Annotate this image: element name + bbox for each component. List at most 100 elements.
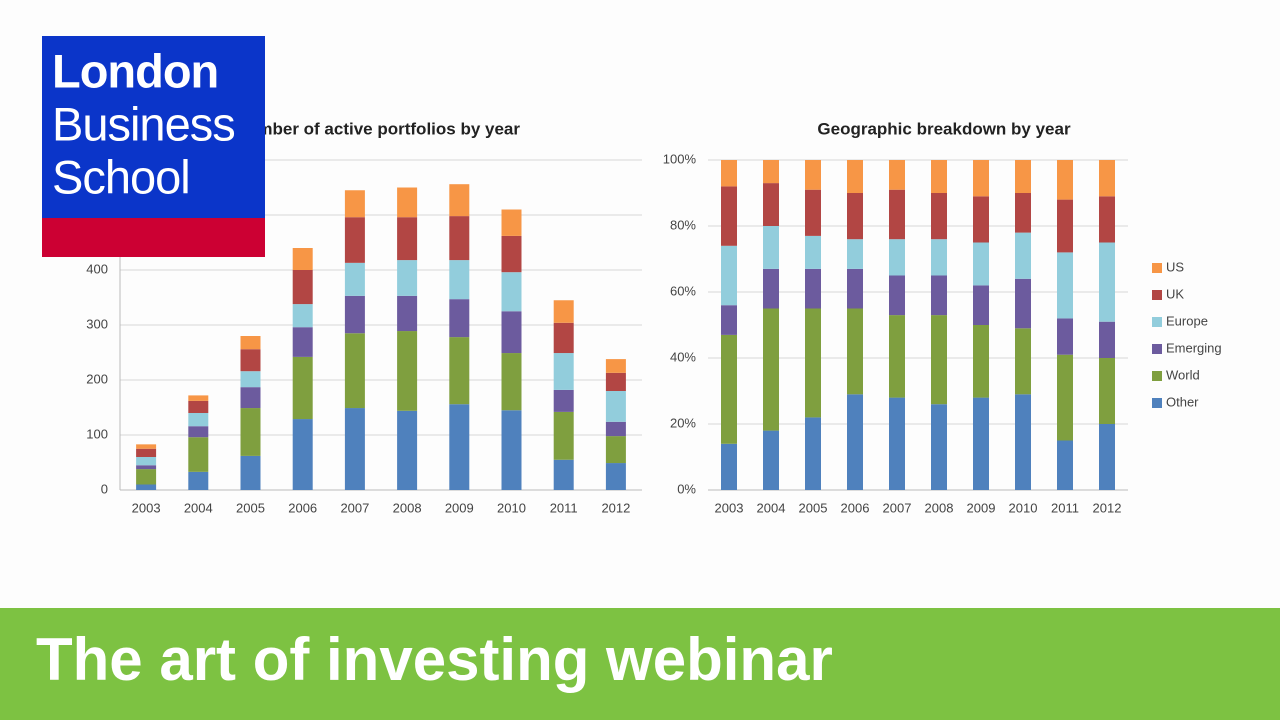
bar-segment	[889, 315, 905, 398]
bar-segment	[931, 315, 947, 405]
bar-segment	[188, 437, 209, 472]
bar-segment	[805, 160, 821, 190]
bar-segment	[721, 443, 737, 490]
bar-segment	[501, 272, 522, 312]
x-tick-label: 2010	[497, 500, 526, 515]
bar-segment	[763, 160, 779, 184]
bar-segment	[501, 235, 522, 273]
bar-segment	[553, 300, 574, 323]
bar-segment	[501, 410, 522, 490]
bar-segment	[1099, 196, 1115, 243]
bar-segment	[501, 353, 522, 411]
legend-swatch	[1152, 290, 1162, 300]
bar-segment	[721, 334, 737, 444]
bar-segment	[449, 404, 470, 490]
bar-segment	[188, 400, 209, 413]
bar-segment	[605, 359, 626, 373]
y-tick-label: 100	[86, 426, 108, 441]
logo-text: London	[52, 44, 218, 97]
legend-label: World	[1166, 367, 1200, 382]
bar-segment	[1057, 318, 1073, 355]
x-tick-label: 2006	[841, 500, 870, 515]
x-tick-label: 2008	[393, 500, 422, 515]
bar-segment	[1057, 354, 1073, 441]
logo-text: Business	[52, 97, 235, 150]
bar-segment	[188, 395, 209, 401]
bar-segment	[847, 394, 863, 490]
bar-segment	[847, 239, 863, 269]
bar-segment	[1015, 328, 1031, 395]
bar-segment	[136, 465, 157, 470]
legend-swatch	[1152, 371, 1162, 381]
x-tick-label: 2007	[340, 500, 369, 515]
bar-segment	[292, 248, 313, 270]
bar-segment	[805, 189, 821, 236]
bar-segment	[605, 436, 626, 464]
x-tick-label: 2005	[799, 500, 828, 515]
x-tick-label: 2012	[601, 500, 630, 515]
logo-red	[42, 218, 265, 257]
bar-segment	[344, 262, 365, 296]
bar-segment	[973, 242, 989, 286]
bar-segment	[1057, 160, 1073, 200]
bar-segment	[501, 209, 522, 236]
bar-segment	[973, 196, 989, 243]
charts: Number of active portfolios by year 0 100 2…	[86, 119, 1221, 515]
bar-segment	[1099, 160, 1115, 197]
bar-segment	[397, 410, 418, 490]
bar-segment	[240, 336, 261, 350]
bar-segment	[1099, 242, 1115, 322]
bar-segment	[931, 404, 947, 490]
y-tick-label: 300	[86, 316, 108, 331]
chart-title: Geographic breakdown by year	[817, 119, 1071, 138]
bar-segment	[292, 327, 313, 357]
bar-segment	[721, 186, 737, 246]
bar-segment	[973, 285, 989, 325]
bar-segment	[889, 189, 905, 240]
bar-segment	[805, 308, 821, 418]
bar-segment	[1099, 358, 1115, 424]
bar-segment	[1015, 193, 1031, 233]
bar-segment	[344, 190, 365, 218]
bar-segment	[449, 216, 470, 261]
bar-segment	[805, 417, 821, 490]
bar-segment	[188, 413, 209, 427]
bar-segment	[847, 308, 863, 395]
y-tick-label: 400	[86, 261, 108, 276]
legend-label: Emerging	[1166, 340, 1222, 355]
bar-segment	[973, 325, 989, 398]
bar-segment	[605, 421, 626, 437]
bar-segment	[449, 299, 470, 338]
bar-segment	[344, 333, 365, 409]
x-tick-label: 2006	[288, 500, 317, 515]
legend-label: US	[1166, 259, 1184, 274]
bar-segment	[1099, 424, 1115, 490]
bar-segment	[292, 270, 313, 305]
x-tick-label: 2005	[236, 500, 265, 515]
bar-segment	[344, 295, 365, 334]
legend-label: Europe	[1166, 313, 1208, 328]
legend-label: UK	[1166, 286, 1184, 301]
bar-segment	[605, 463, 626, 490]
x-tick-label: 2009	[445, 500, 474, 515]
bar-segment	[397, 295, 418, 332]
logo-blue	[42, 36, 265, 219]
bar-segment	[721, 245, 737, 306]
x-tick-label: 2004	[184, 500, 213, 515]
bar-segment	[1015, 394, 1031, 490]
bar-segment	[136, 469, 157, 485]
bar-segment	[605, 391, 626, 422]
x-tick-label: 2007	[883, 500, 912, 515]
x-tick-label: 2009	[967, 500, 996, 515]
bar-segment	[931, 275, 947, 316]
bar-segment	[292, 304, 313, 328]
bar-segment	[1057, 199, 1073, 253]
bar-segment	[136, 448, 157, 457]
bar-segment	[449, 260, 470, 300]
y-tick-label: 0%	[677, 481, 696, 496]
legend-label: Other	[1166, 394, 1199, 409]
bar-segment	[240, 455, 261, 490]
bar-segment	[188, 426, 209, 438]
